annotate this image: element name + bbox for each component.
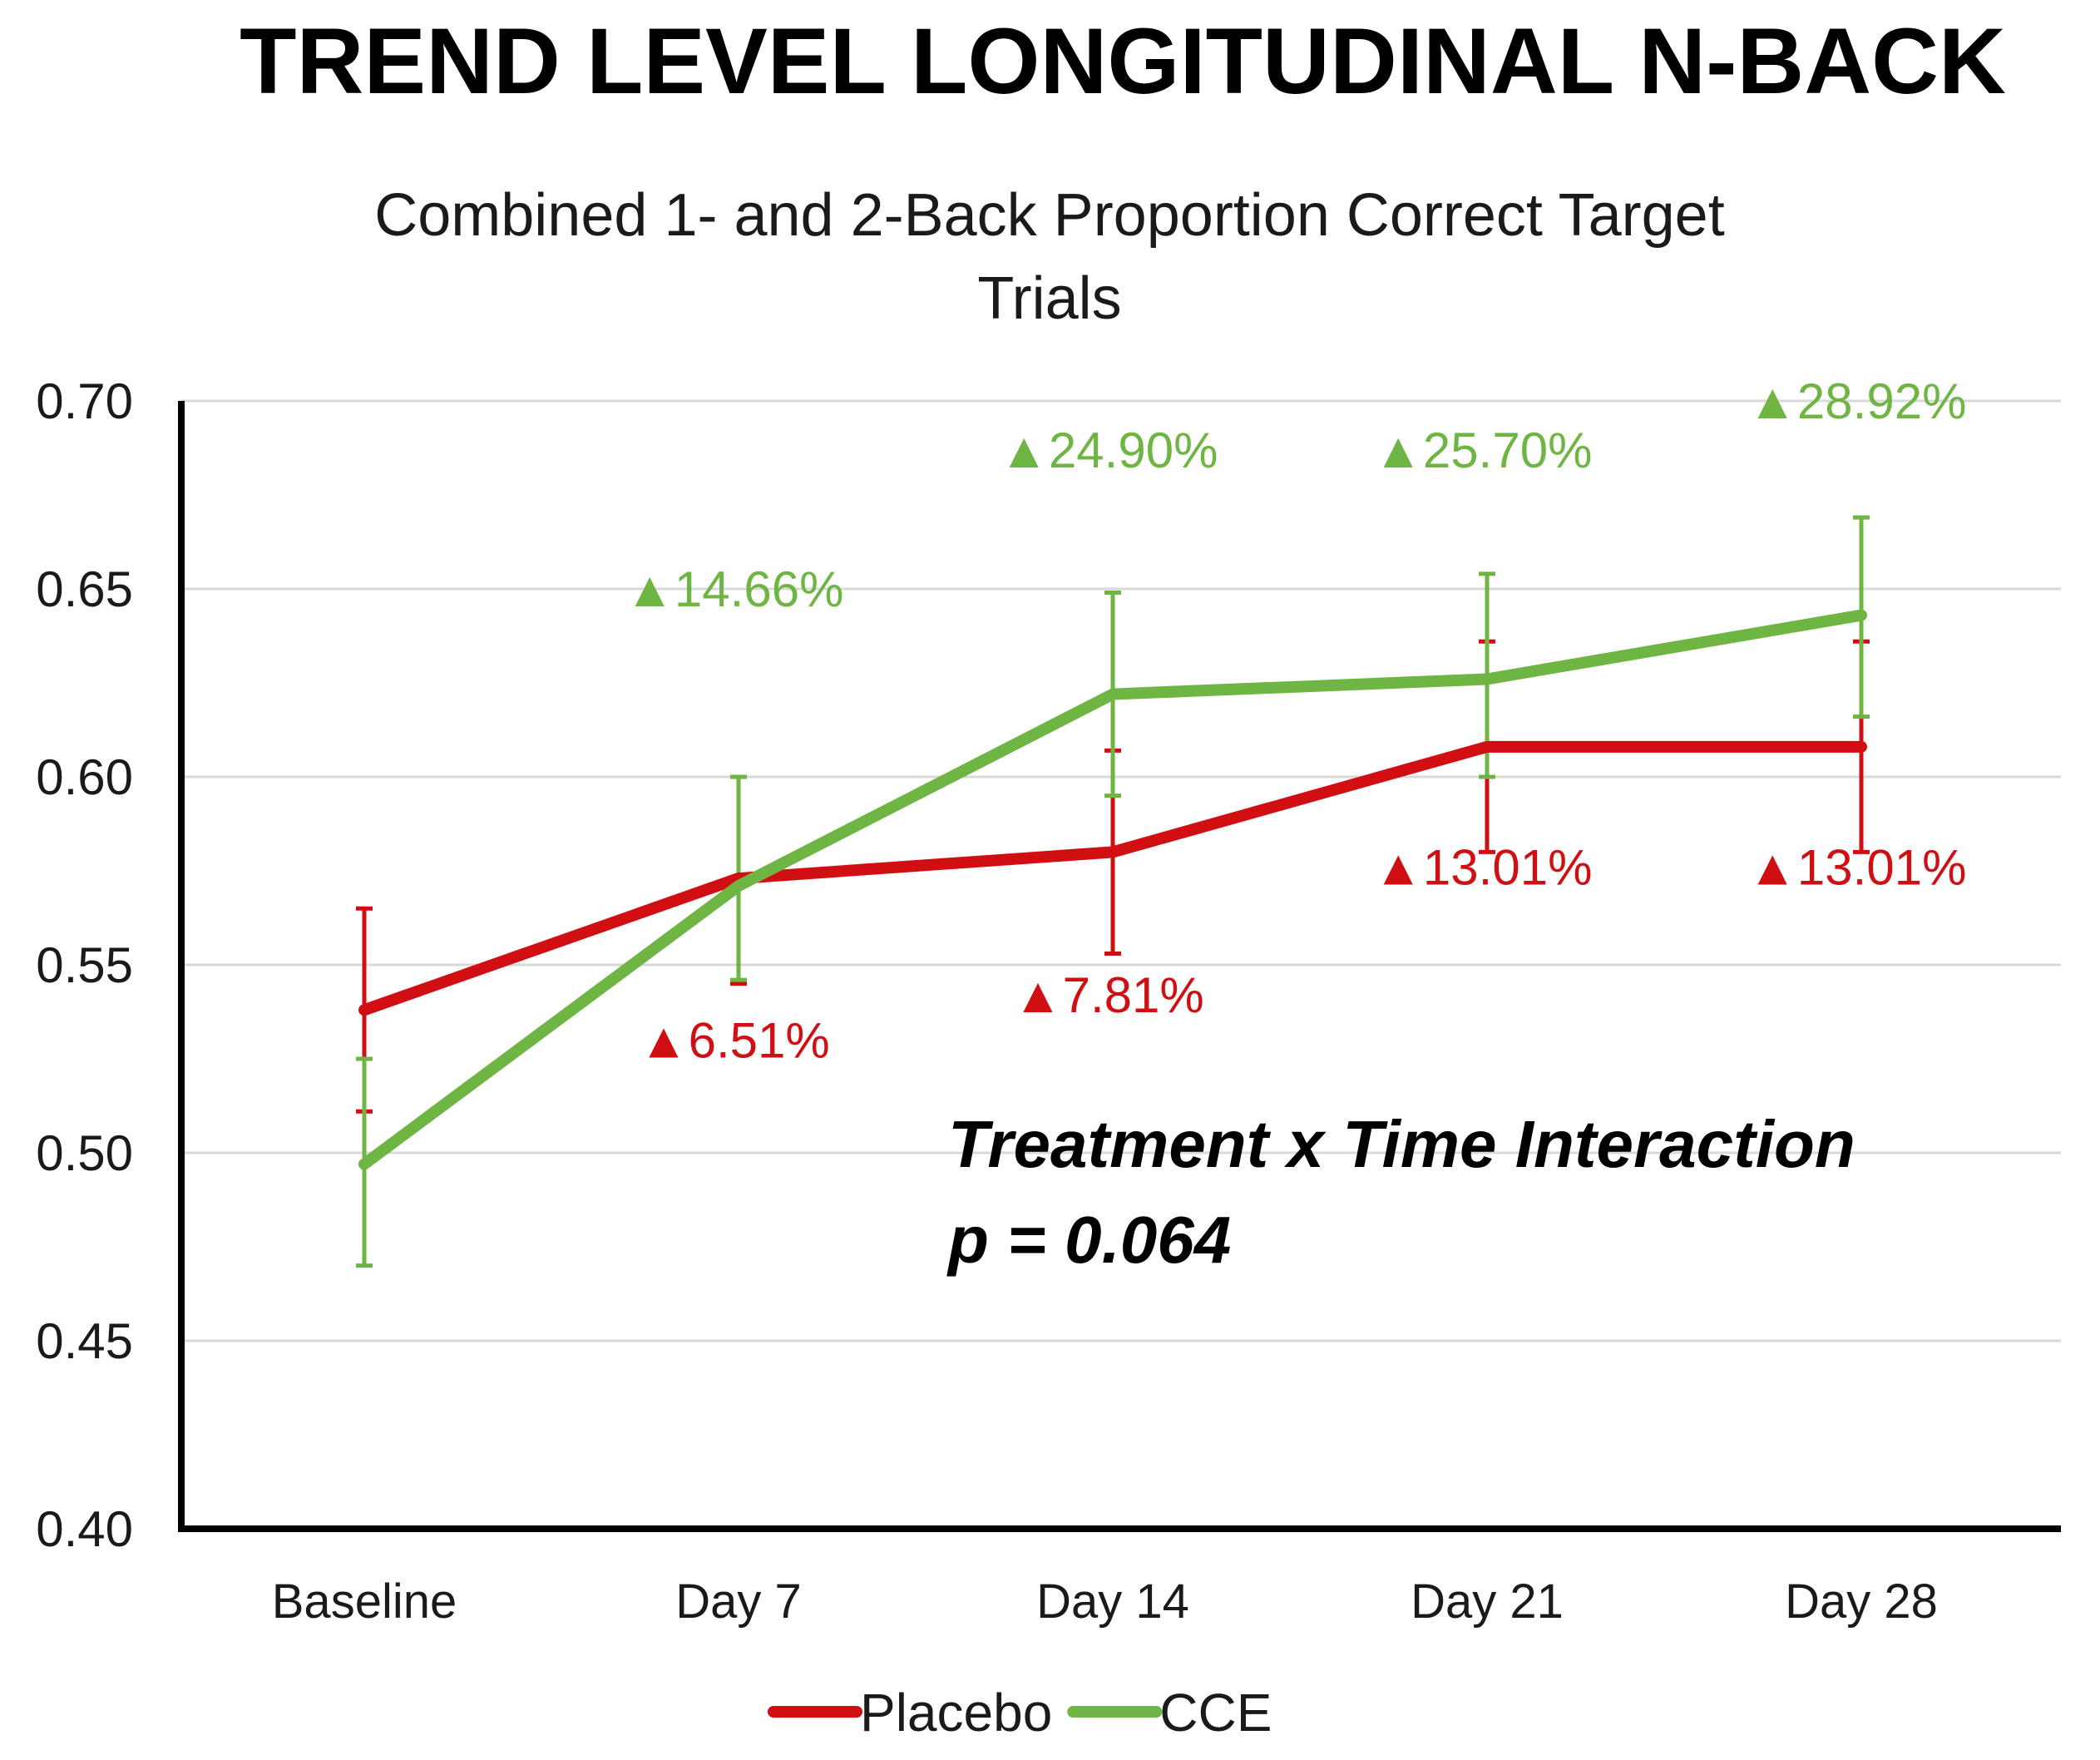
axes: [178, 401, 2061, 1532]
placebo-pct-label: ▲7.81%: [1013, 967, 1204, 1023]
y-tick-label: 0.70: [36, 373, 133, 429]
placebo-pct-label: ▲13.01%: [1374, 839, 1593, 895]
y-tick-label: 0.65: [36, 561, 133, 617]
chart-subtitle-line2: Trials: [977, 265, 1121, 332]
interaction-annotation-pvalue: p = 0.064: [946, 1203, 1231, 1277]
x-tick-label: Day 28: [1785, 1575, 1938, 1629]
legend: Placebo CCE: [768, 1683, 1272, 1743]
x-tick-label: Day 7: [675, 1575, 802, 1629]
chart-title: TREND LEVEL LONGITUDINAL N-BACK: [240, 9, 2006, 113]
cce-pct-label: ▲24.90%: [1000, 423, 1218, 478]
interaction-annotation-line1: Treatment x Time Interaction: [948, 1107, 1855, 1181]
x-tick-label: Day 14: [1036, 1575, 1189, 1629]
y-axis-ticks: 0.70 0.65 0.60 0.55 0.50 0.45 0.40: [36, 373, 133, 1557]
cce-pct-label: ▲28.92%: [1748, 373, 1967, 429]
cce-line: [358, 609, 1867, 1170]
cce-pct-label: ▲25.70%: [1374, 423, 1593, 478]
y-tick-label: 0.50: [36, 1125, 133, 1181]
y-tick-label: 0.40: [36, 1501, 133, 1557]
placebo-line: [358, 740, 1867, 1016]
y-tick-label: 0.60: [36, 749, 133, 805]
placebo-pct-label: ▲13.01%: [1748, 839, 1967, 895]
y-tick-label: 0.45: [36, 1313, 133, 1369]
percent-change-labels: ▲6.51% ▲7.81% ▲13.01% ▲13.01% ▲14.66% ▲24.90%…: [625, 373, 1967, 1068]
x-axis-categories: Baseline Day 7 Day 14 Day 21 Day 28: [272, 1575, 1938, 1629]
cce-pct-label: ▲14.66%: [625, 561, 844, 617]
placebo-pct-label: ▲6.51%: [639, 1012, 830, 1068]
cce-legend-label: CCE: [1159, 1683, 1272, 1743]
x-tick-label: Baseline: [272, 1575, 457, 1629]
placebo-legend-label: Placebo: [860, 1683, 1052, 1743]
x-tick-label: Day 21: [1411, 1575, 1564, 1629]
series: [356, 515, 1870, 1268]
y-tick-label: 0.55: [36, 937, 133, 993]
chart-subtitle-line1: Combined 1- and 2-Back Proportion Correc…: [374, 182, 1724, 249]
